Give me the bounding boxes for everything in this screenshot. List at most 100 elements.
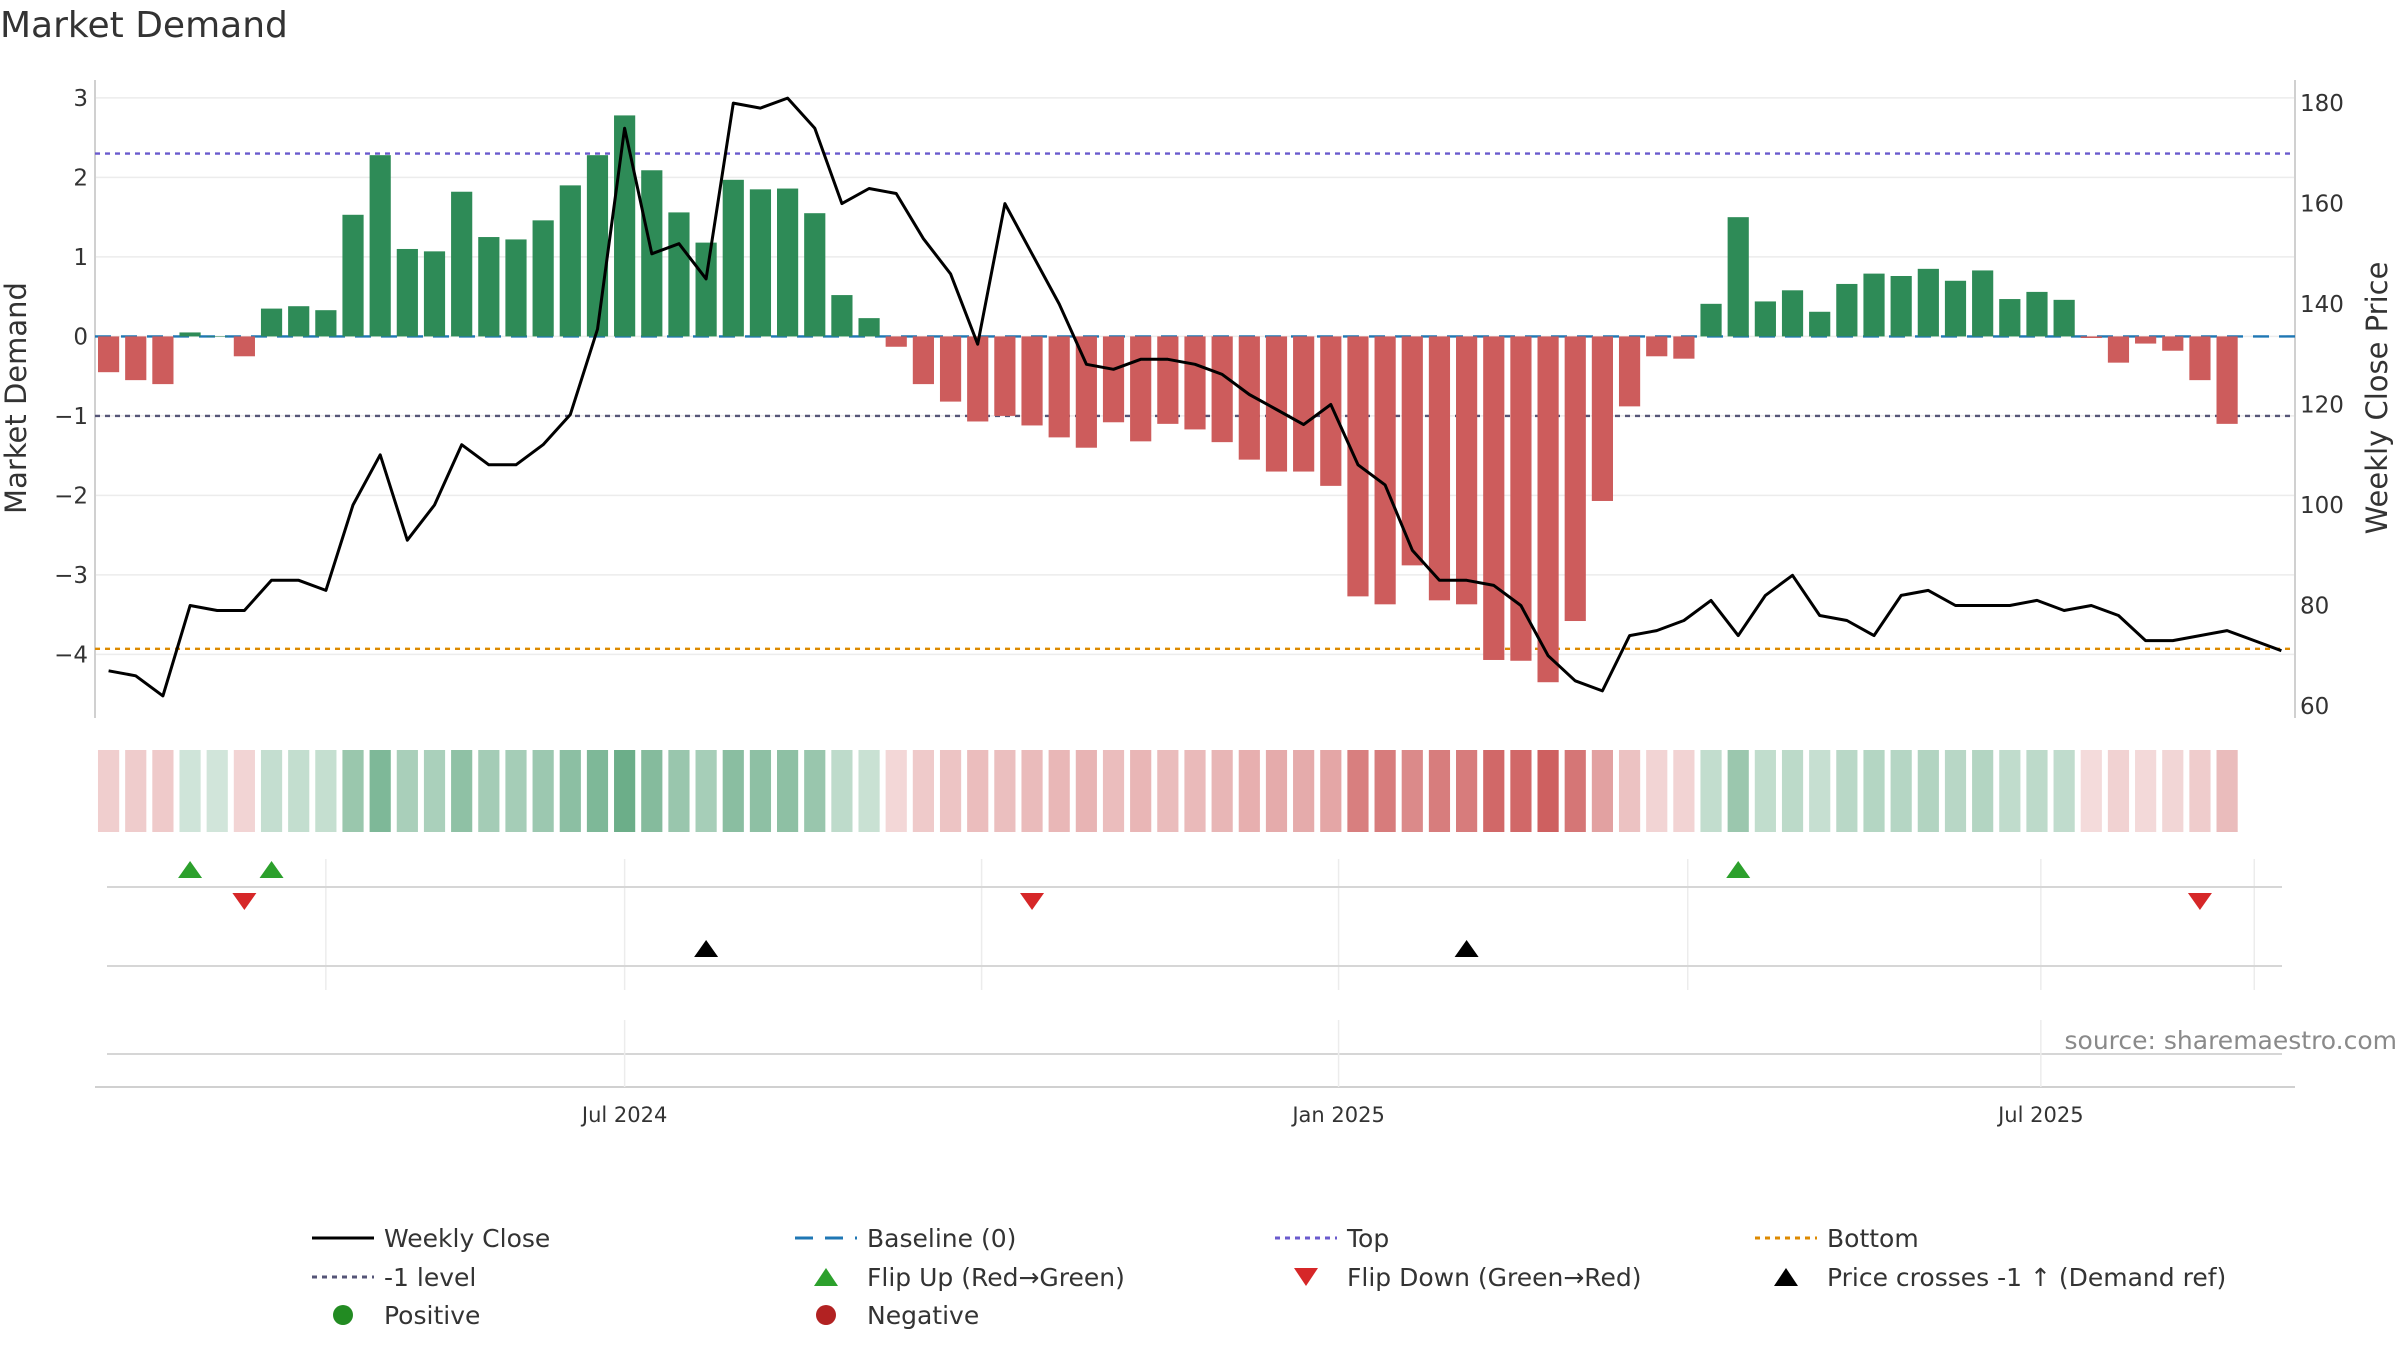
y-right-axis-title: Weekly Close Price	[2360, 262, 2394, 535]
heat-cell	[1184, 750, 1206, 832]
chart-title: Market Demand	[0, 5, 288, 46]
legend-label: Flip Up (Red→Green)	[867, 1263, 1125, 1292]
heat-cell	[1211, 750, 1233, 832]
heat-cell	[1944, 750, 1967, 832]
weekly-close-line	[108, 96, 2282, 698]
demand-bar	[1673, 336, 1695, 359]
heat-cell	[2107, 750, 2130, 832]
flip-up-marker	[178, 861, 203, 878]
heat-cell	[1238, 750, 1260, 832]
demand-bar	[152, 336, 174, 385]
heat-cell	[1673, 750, 1695, 832]
legend-label: Top	[1346, 1224, 1389, 1253]
heat-cell	[1048, 750, 1070, 832]
demand-bar	[1999, 299, 2021, 337]
demand-bar	[1374, 336, 1396, 605]
heat-cell	[614, 750, 636, 832]
legend-swatch	[1774, 1268, 1798, 1286]
y-right-tick-label: 80	[2300, 593, 2329, 619]
heat-cell	[1618, 750, 1641, 832]
heat-cell	[1890, 750, 1912, 832]
demand-bar	[831, 295, 853, 337]
demand-bar	[1102, 336, 1125, 423]
demand-bar	[369, 155, 391, 337]
heat-cell	[1836, 750, 1858, 832]
heat-cell	[505, 750, 527, 832]
heat-cell	[1537, 750, 1559, 832]
heat-cell	[1374, 750, 1396, 832]
heat-cell	[967, 750, 989, 832]
demand-bar	[695, 242, 717, 337]
legend-swatch	[333, 1305, 353, 1325]
x-tick-label: Jul 2025	[1996, 1103, 2083, 1127]
heat-cell	[2053, 750, 2075, 832]
demand-bar	[1510, 336, 1532, 661]
demand-bar	[1591, 336, 1613, 501]
heat-cell	[1999, 750, 2021, 832]
demand-bar	[1863, 273, 1885, 337]
demand-bar	[233, 336, 255, 357]
heat-cell	[423, 750, 446, 832]
demand-bar	[1401, 336, 1423, 566]
heat-cell	[858, 750, 880, 832]
legend-label: Weekly Close	[384, 1224, 550, 1253]
heat-cell	[315, 750, 337, 832]
demand-bar	[1890, 275, 1912, 337]
source-note: source: sharemaestro.com	[2065, 1026, 2398, 1055]
demand-bar	[1700, 303, 1722, 337]
demand-bar	[2053, 299, 2075, 337]
demand-bar	[396, 248, 418, 337]
demand-bar	[1293, 336, 1315, 472]
heat-cell	[994, 750, 1016, 832]
heat-cell	[179, 750, 201, 832]
y-left-tick-label: −3	[54, 563, 88, 589]
y-tick-labels: 3 2 1 0 −1 −2 −3 −4 180 160 140 120 100 80 60	[54, 86, 2344, 720]
y-left-axis-title: Market Demand	[0, 282, 33, 514]
flip-down-marker	[2187, 893, 2212, 910]
demand-bar	[1537, 336, 1559, 683]
legend-swatch	[816, 1305, 836, 1325]
heat-cell	[559, 750, 581, 832]
y-left-tick-label: −2	[54, 483, 88, 509]
demand-bar	[939, 336, 962, 402]
demand-bar	[912, 336, 934, 385]
demand-heat-strip	[97, 750, 2238, 832]
heat-cell	[2216, 750, 2238, 832]
heat-cell	[1591, 750, 1613, 832]
demand-bar	[1727, 217, 1749, 337]
price-line-layer	[108, 96, 2282, 698]
heat-cell	[288, 750, 310, 832]
demand-bar	[423, 251, 446, 337]
heat-cell	[1972, 750, 1994, 832]
heat-cell	[342, 750, 364, 832]
heat-cell	[1456, 750, 1478, 832]
heat-cell	[831, 750, 853, 832]
demand-bar	[2107, 336, 2130, 363]
heat-cell	[369, 750, 391, 832]
heat-cell	[912, 750, 934, 832]
demand-bar	[1265, 336, 1288, 472]
demand-bar	[179, 332, 201, 337]
demand-bar	[804, 213, 826, 337]
legend-label: Flip Down (Green→Red)	[1347, 1263, 1642, 1292]
y-right-tick-label: 180	[2300, 91, 2344, 117]
heat-cell	[1564, 750, 1586, 832]
demand-bar	[2026, 291, 2048, 337]
heat-cell	[1021, 750, 1043, 832]
demand-bar	[1781, 290, 1804, 337]
demand-bar	[2162, 336, 2184, 351]
heat-cell	[2080, 750, 2102, 832]
x-tick-label: Jul 2024	[580, 1103, 667, 1127]
demand-bar	[1075, 336, 1097, 448]
demand-bar	[1238, 336, 1260, 460]
demand-bar	[478, 237, 500, 337]
heat-cell	[1809, 750, 1831, 832]
heat-cell	[586, 750, 609, 832]
y-left-tick-label: 1	[73, 245, 88, 271]
demand-bar	[260, 308, 283, 337]
y-right-tick-label: 60	[2300, 694, 2329, 720]
demand-bars	[97, 115, 2238, 683]
demand-bar	[288, 306, 310, 337]
heat-cell	[478, 750, 500, 832]
flip-down-marker	[232, 893, 257, 910]
